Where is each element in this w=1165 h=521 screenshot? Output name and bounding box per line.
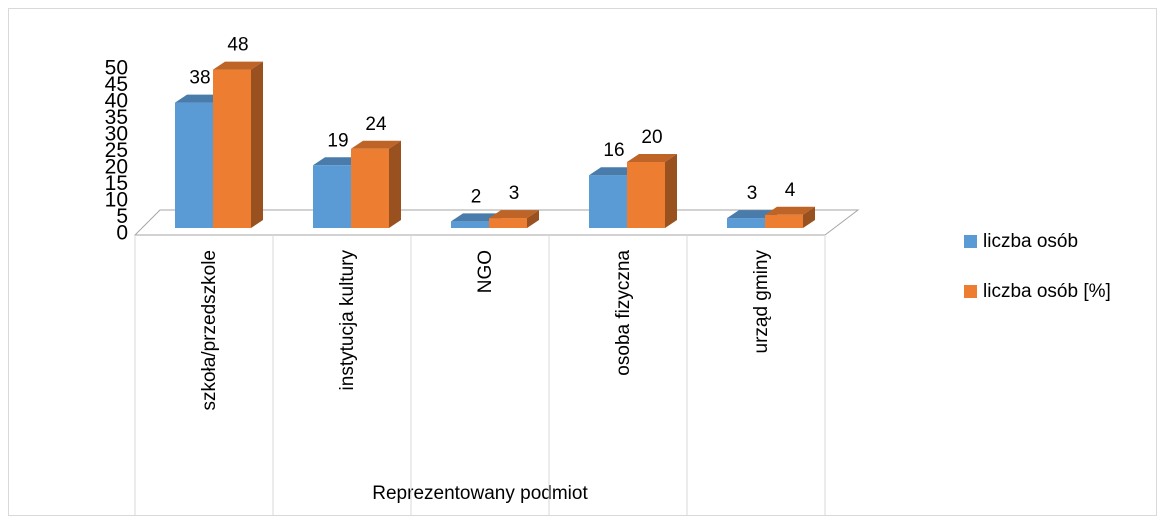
value-label: 2 — [471, 186, 482, 207]
value-label: 16 — [603, 140, 624, 161]
y-tick-label: 5 — [116, 205, 128, 228]
x-axis-title: Reprezentowany podmiot — [372, 483, 588, 504]
bar-top — [351, 140, 401, 149]
legend-swatch — [964, 285, 977, 298]
bar — [627, 162, 665, 228]
bar-side — [389, 140, 401, 228]
x-tick-label: szkoła/przedszkole — [199, 250, 220, 411]
x-tick-label: urząd gminy — [751, 250, 772, 354]
bar — [351, 148, 389, 228]
legend-label: liczba osób — [983, 231, 1078, 252]
bar — [727, 218, 765, 228]
y-tick-label: 35 — [105, 106, 128, 129]
bar-top — [489, 210, 539, 219]
bar — [313, 165, 351, 228]
bar — [175, 102, 213, 228]
bar-top — [313, 157, 363, 166]
bar-top — [627, 154, 677, 162]
x-tick-label: NGO — [475, 250, 496, 293]
bar — [765, 214, 803, 228]
y-tick-label: 45 — [105, 73, 128, 96]
value-label: 4 — [785, 180, 796, 201]
bar-top — [451, 213, 501, 222]
bar — [489, 218, 527, 228]
y-tick-label: 30 — [105, 123, 128, 146]
legend-swatch — [964, 235, 977, 248]
bar-top — [765, 206, 815, 215]
y-tick-label: 0 — [116, 222, 128, 245]
value-label: 19 — [327, 130, 348, 151]
y-tick-label: 25 — [105, 139, 128, 162]
y-tick-label: 10 — [105, 189, 128, 212]
bar-top — [589, 167, 639, 176]
value-label: 20 — [641, 127, 662, 148]
bar-top — [727, 210, 777, 219]
legend-label: liczba osób [%] — [983, 281, 1111, 302]
y-tick-label: 50 — [105, 57, 128, 80]
bar-top — [175, 94, 225, 103]
bar-side — [665, 154, 677, 228]
value-label: 48 — [227, 35, 248, 56]
value-label: 24 — [365, 114, 387, 135]
x-tick-label: osoba fizyczna — [613, 250, 634, 376]
value-label: 3 — [747, 183, 758, 204]
bar-side — [803, 206, 815, 228]
chart-border — [8, 8, 1157, 516]
x-tick-label: instytucja kultury — [337, 250, 358, 391]
value-label: 3 — [509, 183, 520, 204]
bar — [589, 175, 627, 228]
y-tick-label: 40 — [105, 90, 128, 113]
bar — [451, 221, 489, 228]
bar-side — [527, 210, 539, 228]
bar — [213, 69, 251, 228]
value-label: 38 — [189, 68, 210, 89]
y-tick-label: 20 — [105, 156, 128, 179]
bar-side — [251, 61, 263, 228]
bar-top — [213, 61, 263, 70]
y-tick-label: 15 — [105, 172, 128, 195]
